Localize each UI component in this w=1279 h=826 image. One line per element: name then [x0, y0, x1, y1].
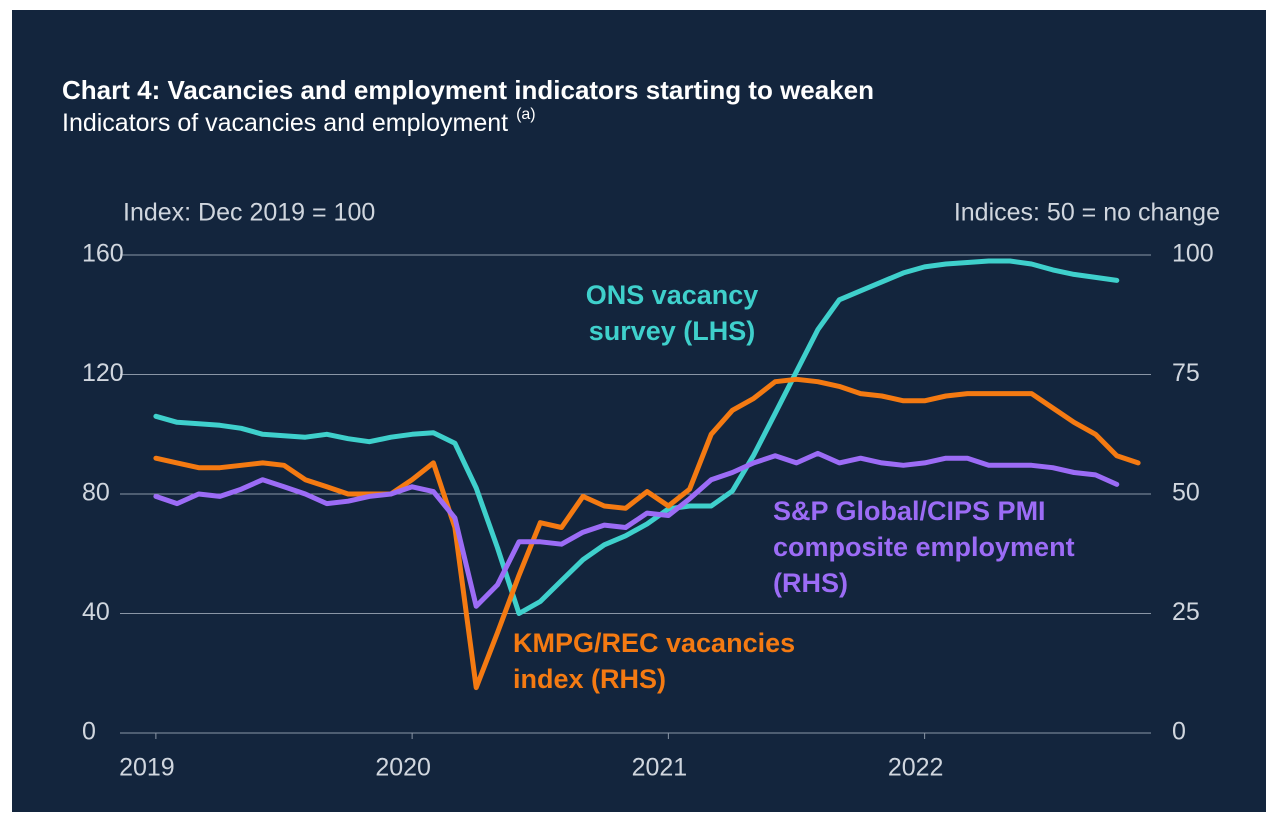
series-line — [153, 376, 1141, 691]
series-line — [153, 258, 1120, 616]
x-tick-label: 2020 — [375, 754, 431, 782]
y2-tick-label: 100 — [1172, 240, 1214, 268]
series-line — [153, 450, 1120, 609]
series-label: survey (LHS) — [589, 316, 756, 346]
subtitle-text: Indicators of vacancies and employment — [62, 109, 508, 137]
y2-tick-label: 50 — [1172, 479, 1200, 507]
x-tick-label: 2022 — [888, 754, 944, 782]
series-label: (RHS) — [773, 568, 848, 598]
chart-subtitle: Indicators of vacancies and employment (a… — [62, 106, 536, 136]
y2-tick-label: 75 — [1172, 359, 1200, 387]
series-label: S&P Global/CIPS PMI — [773, 496, 1046, 526]
chart-title: Chart 4: Vacancies and employment indica… — [62, 75, 874, 105]
y-tick-label: 160 — [82, 240, 124, 268]
y-tick-label: 120 — [82, 359, 124, 387]
series-label: composite employment — [773, 532, 1075, 562]
y-axis-label: Index: Dec 2019 = 100 — [123, 199, 375, 227]
y2-tick-label: 0 — [1172, 718, 1186, 746]
y2-axis-label: Indices: 50 = no change — [954, 199, 1220, 227]
y2-tick-label: 25 — [1172, 598, 1200, 626]
series-label: ONS vacancy — [586, 280, 759, 310]
x-tick-label: 2019 — [119, 754, 175, 782]
series-label: index (RHS) — [513, 664, 666, 694]
series-label: KMPG/REC vacancies — [513, 628, 795, 658]
x-tick-label: 2021 — [632, 754, 688, 782]
subtitle-note: (a) — [516, 106, 536, 123]
y-tick-label: 40 — [82, 598, 110, 626]
y-tick-label: 0 — [82, 718, 96, 746]
y-tick-label: 80 — [82, 479, 110, 507]
